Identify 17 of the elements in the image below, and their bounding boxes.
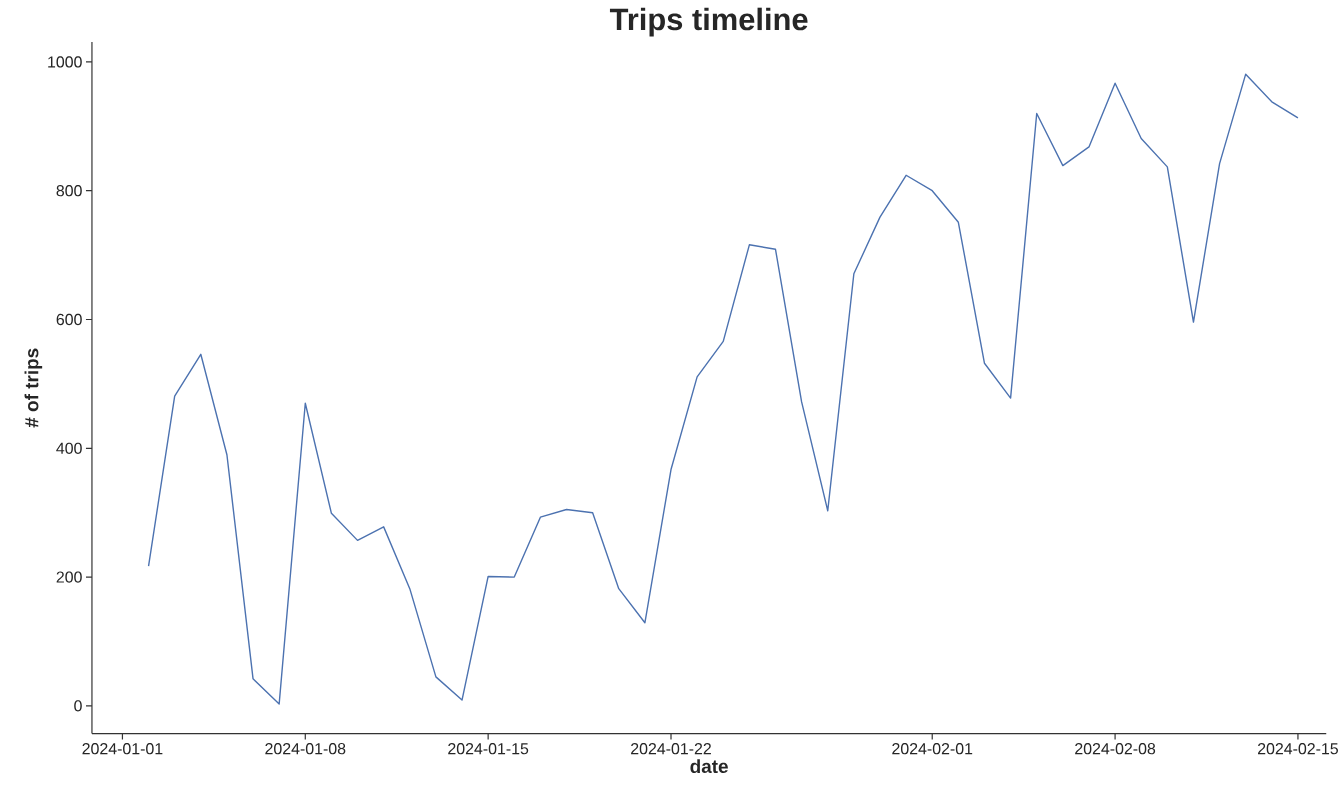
- x-tick-label: 2024-02-01: [892, 743, 973, 755]
- y-axis-title: # of trips: [24, 348, 43, 428]
- y-tick-label: 400: [56, 442, 82, 455]
- y-tick-label: 1000: [48, 56, 82, 68]
- x-tick-label: 2024-02-15: [1258, 743, 1338, 755]
- chart-title: Trips timeline: [609, 7, 808, 37]
- y-tick-label: 200: [56, 571, 82, 583]
- x-tick-label: 2024-01-15: [448, 743, 529, 755]
- y-tick-label: 600: [56, 314, 82, 326]
- x-tick-label: 2024-01-01: [82, 743, 163, 755]
- y-tick-label: 0: [74, 700, 82, 712]
- x-axis-title: date: [690, 759, 728, 774]
- y-tick-label: 800: [56, 185, 82, 197]
- line-series: [147, 73, 1299, 705]
- x-tick-label: 2024-02-08: [1075, 743, 1156, 755]
- x-tick-label: 2024-01-08: [265, 743, 346, 755]
- x-tick-label: 2024-01-22: [631, 743, 711, 755]
